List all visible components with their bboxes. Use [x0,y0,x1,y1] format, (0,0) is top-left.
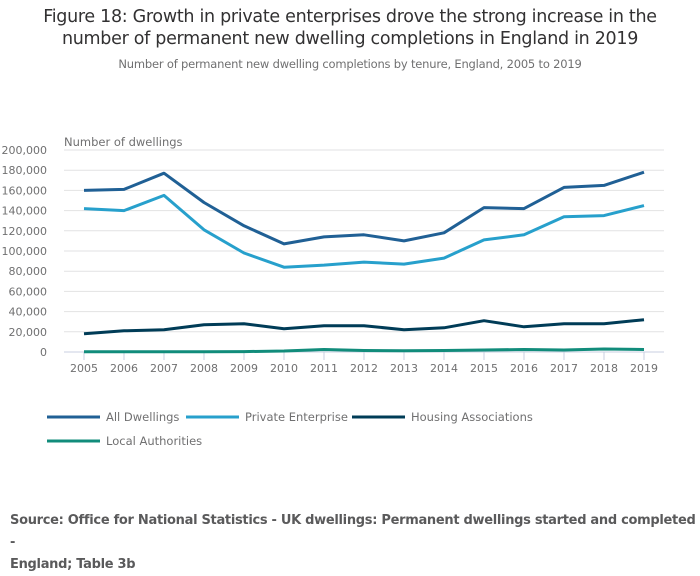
series-lines [83,170,645,354]
x-tick-label: 2011 [310,362,338,375]
y-tick-label: 80,000 [9,265,48,278]
legend: All Dwellings Private Enterprise Housing A… [47,410,533,448]
legend-item-all-dwellings[interactable]: All Dwellings [47,410,179,424]
legend-label: All Dwellings [106,410,179,424]
legend-item-local-authorities[interactable]: Local Authorities [47,434,202,448]
x-tick-label: 2013 [390,362,418,375]
chart-subtitle: Number of permanent new dwelling complet… [118,57,582,71]
source-note: Source: Office for National Statistics -… [10,510,700,576]
legend-item-private-enterprise[interactable]: Private Enterprise [186,410,348,424]
x-tick-label: 2008 [190,362,218,375]
x-axis: 2005 2006 2007 2008 2009 2010 2011 2012 2013 2014… [64,351,664,375]
source-line-2: England; Table 3b [10,557,136,572]
y-tick-label: 40,000 [9,306,48,319]
x-tick-label: 2012 [350,362,378,375]
chart-title: Figure 18: Growth in private enterprises… [0,6,700,50]
legend-item-housing-associations[interactable]: Housing Associations [352,410,533,424]
y-tick-label: 180,000 [2,164,48,177]
x-tick-label: 2019 [630,362,658,375]
y-tick-label: 160,000 [2,184,48,197]
legend-label: Housing Associations [411,410,533,424]
x-tick-label: 2005 [70,362,98,375]
y-axis: 0 20,000 40,000 60,000 80,000 100,000 120,000 1… [2,144,48,359]
y-tick-label: 140,000 [2,205,48,218]
series-line-private-enterprise [83,193,645,269]
gridlines [64,149,664,333]
x-tick-label: 2018 [590,362,618,375]
x-tick-label: 2015 [470,362,498,375]
series-line-all-dwellings [83,170,645,246]
legend-label: Local Authorities [106,434,202,448]
x-tick-label: 2006 [110,362,138,375]
x-tick-label: 2010 [270,362,298,375]
x-tick-label: 2016 [510,362,538,375]
y-axis-title: Number of dwellings [64,135,183,149]
chart-title-line-2: number of permanent new dwelling complet… [61,29,639,49]
x-tick-label: 2014 [430,362,458,375]
y-tick-label: 100,000 [2,245,48,258]
x-tick-label: 2017 [550,362,578,375]
x-tick-label: 2009 [230,362,258,375]
x-tick-label: 2007 [150,362,178,375]
series-line-housing-associations [83,318,645,336]
source-line-1: Source: Office for National Statistics -… [10,513,696,550]
y-tick-label: 0 [40,346,47,359]
chart-title-line-1: Figure 18: Growth in private enterprises… [43,7,657,27]
line-chart: Number of dwellings 0 20,000 40,000 60,000 8… [2,135,664,448]
y-tick-label: 120,000 [2,225,48,238]
y-tick-label: 200,000 [2,144,48,157]
y-tick-label: 60,000 [9,285,48,298]
y-tick-label: 20,000 [9,326,48,339]
legend-label: Private Enterprise [245,410,348,424]
series-line-local-authorities [84,347,645,354]
